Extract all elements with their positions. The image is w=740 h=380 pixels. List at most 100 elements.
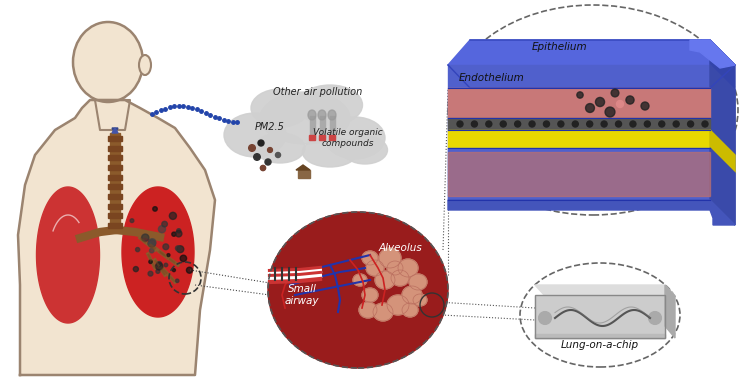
Ellipse shape [398,259,418,277]
Circle shape [275,152,280,158]
Circle shape [164,263,168,267]
Circle shape [133,266,138,272]
Text: Other air pollution: Other air pollution [273,87,363,97]
Ellipse shape [308,110,316,120]
Circle shape [258,140,264,146]
Ellipse shape [391,270,409,286]
Ellipse shape [359,302,377,318]
Circle shape [702,121,708,127]
Ellipse shape [409,274,427,290]
Circle shape [673,121,679,127]
Text: Small
airway: Small airway [285,284,319,306]
Bar [108,184,122,189]
Circle shape [254,154,260,160]
Circle shape [558,121,564,127]
Circle shape [471,121,477,127]
Circle shape [268,147,272,152]
Ellipse shape [353,274,367,286]
Text: Epithelium: Epithelium [532,42,588,52]
Ellipse shape [402,303,418,317]
Circle shape [601,121,607,127]
Ellipse shape [260,92,350,144]
Bar [309,116,314,138]
Ellipse shape [255,133,305,163]
Circle shape [149,239,156,246]
Circle shape [539,312,551,325]
Circle shape [687,121,693,127]
Circle shape [156,269,160,273]
Circle shape [175,279,179,282]
Ellipse shape [379,248,401,268]
Circle shape [141,234,149,241]
Ellipse shape [297,85,363,125]
Polygon shape [18,100,215,375]
Ellipse shape [387,295,409,315]
Ellipse shape [375,271,395,289]
Bar [108,175,122,180]
Circle shape [605,107,615,117]
Ellipse shape [362,251,378,265]
Circle shape [457,121,463,127]
Text: PM2.5: PM2.5 [255,122,285,132]
Polygon shape [448,148,710,200]
Circle shape [130,219,134,223]
Polygon shape [710,148,735,225]
Circle shape [616,121,622,127]
Bar [108,165,122,170]
Polygon shape [710,40,735,155]
Ellipse shape [402,286,422,304]
Circle shape [167,253,170,256]
Bar [535,295,665,338]
Circle shape [659,121,665,127]
Text: Lung-on-a-chip: Lung-on-a-chip [561,340,639,350]
Bar [108,194,122,199]
Circle shape [148,271,153,276]
Circle shape [149,249,154,253]
Text: Volatile organic
compounds: Volatile organic compounds [313,128,383,148]
Circle shape [249,145,255,151]
Ellipse shape [73,22,143,102]
Circle shape [186,267,192,273]
Circle shape [585,104,594,112]
Circle shape [172,232,176,236]
Ellipse shape [325,117,385,159]
Ellipse shape [343,136,388,164]
Polygon shape [122,187,194,317]
Circle shape [572,121,578,127]
Circle shape [543,121,550,127]
Circle shape [158,226,166,233]
Circle shape [645,121,650,127]
Bar [329,135,335,140]
Polygon shape [36,187,99,323]
Ellipse shape [318,110,326,120]
Polygon shape [535,296,665,338]
Circle shape [152,207,158,211]
Polygon shape [448,130,710,148]
Circle shape [135,247,140,252]
Circle shape [175,246,181,251]
Circle shape [177,246,184,253]
Circle shape [163,244,169,250]
Circle shape [265,159,271,165]
Circle shape [260,165,266,171]
Ellipse shape [362,288,378,302]
Circle shape [514,121,521,127]
Circle shape [529,121,535,127]
Ellipse shape [251,89,309,127]
Circle shape [611,89,619,97]
Ellipse shape [413,294,427,306]
Circle shape [180,255,186,261]
Polygon shape [710,65,735,225]
Circle shape [157,261,161,266]
Circle shape [175,230,182,237]
Circle shape [162,221,167,227]
Bar [108,204,122,209]
Polygon shape [112,128,118,133]
Bar [535,334,665,338]
Bar [108,155,122,160]
Circle shape [630,121,636,127]
Bar [108,136,122,141]
Text: Alveolus: Alveolus [378,243,422,253]
Circle shape [587,121,593,127]
Circle shape [172,269,175,272]
